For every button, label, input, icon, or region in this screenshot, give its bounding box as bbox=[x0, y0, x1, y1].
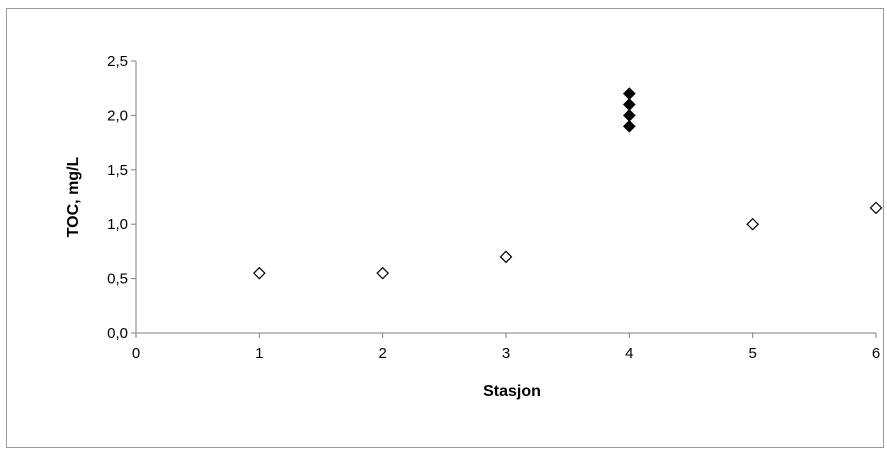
chart-frame: 0,0 0,5 1,0 1,5 2,0 2,5 0 1 2 3 4 5 6 Stasjon TOC, m… bbox=[6, 8, 884, 448]
data-point-open bbox=[252, 266, 266, 280]
data-point-filled bbox=[622, 119, 636, 133]
x-tick-label: 0 bbox=[132, 345, 140, 362]
y-tick-label: 2,5 bbox=[107, 53, 128, 70]
data-point-open bbox=[499, 250, 513, 264]
data-point-filled bbox=[622, 98, 636, 111]
data-point-open bbox=[869, 201, 883, 215]
x-tick-label: 1 bbox=[255, 345, 263, 362]
y-tick-label: 1,0 bbox=[107, 216, 128, 233]
axes: 0,0 0,5 1,0 1,5 2,0 2,5 0 1 2 3 4 5 6 bbox=[107, 53, 880, 362]
data-point-filled bbox=[622, 87, 636, 100]
x-tick-label: 4 bbox=[625, 345, 633, 362]
x-tick-label: 5 bbox=[748, 345, 756, 362]
data-point-open bbox=[376, 266, 390, 280]
x-tick-label: 6 bbox=[872, 345, 880, 362]
y-tick-label: 1,5 bbox=[107, 162, 128, 179]
x-tick-label: 3 bbox=[502, 345, 510, 362]
toc-scatter-chart: 0,0 0,5 1,0 1,5 2,0 2,5 0 1 2 3 4 5 6 Stasjon TOC, m… bbox=[65, 53, 883, 400]
y-axis-title: TOC, mg/L bbox=[65, 156, 82, 237]
y-tick-label: 0,5 bbox=[107, 271, 128, 288]
y-tick-label: 2,0 bbox=[107, 107, 128, 124]
y-tick-label: 0,0 bbox=[107, 325, 128, 342]
data-points bbox=[252, 87, 883, 280]
x-tick-label: 2 bbox=[378, 345, 386, 362]
data-point-open bbox=[746, 217, 760, 231]
x-axis-title: Stasjon bbox=[483, 383, 541, 400]
data-point-filled bbox=[622, 109, 636, 122]
